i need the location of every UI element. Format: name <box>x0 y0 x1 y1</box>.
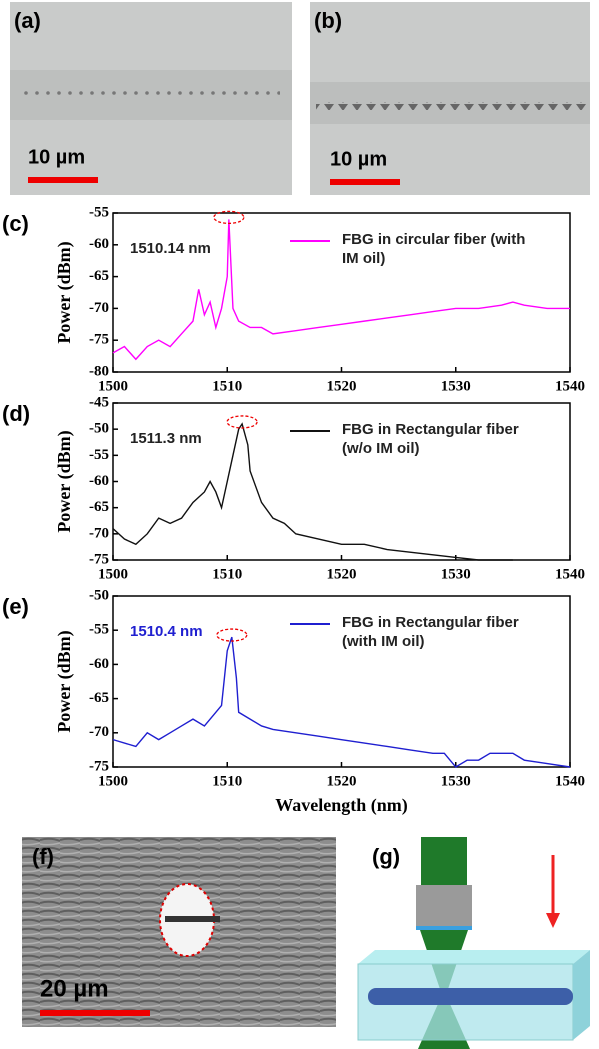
scale-bar <box>28 177 98 183</box>
y-tick-label: -55 <box>89 622 109 638</box>
scale-bar <box>40 1010 150 1016</box>
legend: FBG in Rectangular fiber (w/o IM oil) <box>342 421 519 457</box>
y-tick-label: -55 <box>89 204 109 220</box>
fiber-top <box>358 950 590 964</box>
y-tick-label: -70 <box>89 724 109 740</box>
y-tick-label: -65 <box>89 499 109 515</box>
grating <box>316 102 586 110</box>
x-tick-label: 1530 <box>441 378 471 394</box>
y-tick-label: -80 <box>89 363 109 379</box>
y-tick-label: -65 <box>89 268 109 284</box>
core <box>368 988 573 1005</box>
y-tick-label: -60 <box>89 473 109 489</box>
spectrum-line <box>112 422 513 561</box>
x-tick-label: 1520 <box>327 773 357 789</box>
x-tick-label: 1510 <box>212 566 242 582</box>
y-tick-label: -70 <box>89 525 109 541</box>
peak-marker <box>226 415 258 429</box>
x-tick-label: 1500 <box>98 566 128 582</box>
objective-lens <box>416 885 472 927</box>
y-tick-label: -75 <box>89 332 109 348</box>
legend-label: FBG in circular fiber (with IM oil) <box>342 231 526 267</box>
spectrum-line <box>112 636 571 768</box>
y-tick-label: -75 <box>89 551 109 567</box>
spectrum-line <box>112 219 570 361</box>
arrow-head <box>546 913 560 928</box>
x-tick-label: 1530 <box>441 566 471 582</box>
annotation: 1510.14 nm <box>130 240 211 257</box>
y-axis-title: Power (dBm) <box>54 241 75 343</box>
panel-label: (d) <box>2 401 30 426</box>
x-tick-label: 1500 <box>98 773 128 789</box>
panel-b: (b) 10 µm <box>310 2 590 195</box>
panel-g: (g) <box>357 837 590 1049</box>
x-tick-label: 1510 <box>212 773 242 789</box>
x-tick-label: 1520 <box>327 378 357 394</box>
legend-label: FBG in Rectangular fiber (with IM oil) <box>342 614 519 650</box>
panel-f: (f) 20 µm <box>22 837 336 1027</box>
panel-label: (c) <box>2 211 29 236</box>
x-tick-label: 1510 <box>212 378 242 394</box>
y-tick-label: -55 <box>89 447 109 463</box>
scale-bar-label: 10 µm <box>28 146 85 168</box>
x-tick-label: 1540 <box>555 773 585 789</box>
x-axis-title: Wavelength (nm) <box>275 795 408 816</box>
panel-label: (b) <box>314 8 342 33</box>
panel-label: (f) <box>32 844 54 869</box>
y-axis-title: Power (dBm) <box>54 630 75 732</box>
panel-label: (g) <box>372 844 400 869</box>
y-tick-label: -50 <box>89 587 109 603</box>
legend: FBG in Rectangular fiber (with IM oil) <box>342 614 519 650</box>
objective-body <box>421 837 467 885</box>
y-tick-label: -45 <box>89 394 109 410</box>
y-tick-label: -75 <box>89 758 109 774</box>
peak-marker <box>213 210 245 225</box>
y-tick-label: -70 <box>89 300 109 316</box>
grating <box>20 90 280 96</box>
peak-marker <box>216 628 248 642</box>
y-axis-title: Power (dBm) <box>54 430 75 532</box>
scale-bar-label: 20 µm <box>40 975 109 1002</box>
annotation: 1511.3 nm <box>130 430 202 447</box>
panel-a: (a) 10 µm <box>10 2 292 195</box>
scale-bar <box>330 179 400 185</box>
x-tick-label: 1500 <box>98 378 128 394</box>
legend-label: FBG in Rectangular fiber (w/o IM oil) <box>342 421 519 457</box>
x-tick-label: 1520 <box>327 566 357 582</box>
damage-line <box>165 916 220 922</box>
annotation: 1510.4 nm <box>130 623 203 640</box>
legend: FBG in circular fiber (with IM oil) <box>342 231 526 267</box>
y-tick-label: -60 <box>89 656 109 672</box>
panel-label: (a) <box>14 8 41 33</box>
y-tick-label: -60 <box>89 236 109 252</box>
x-tick-label: 1540 <box>555 378 585 394</box>
y-tick-label: -65 <box>89 690 109 706</box>
x-tick-label: 1530 <box>441 773 471 789</box>
y-tick-label: -50 <box>89 421 109 437</box>
lens-tip <box>416 926 472 930</box>
x-tick-label: 1540 <box>555 566 585 582</box>
panel-label: (e) <box>2 594 29 619</box>
fiber-side <box>573 950 590 1040</box>
scale-bar-label: 10 µm <box>330 148 387 170</box>
